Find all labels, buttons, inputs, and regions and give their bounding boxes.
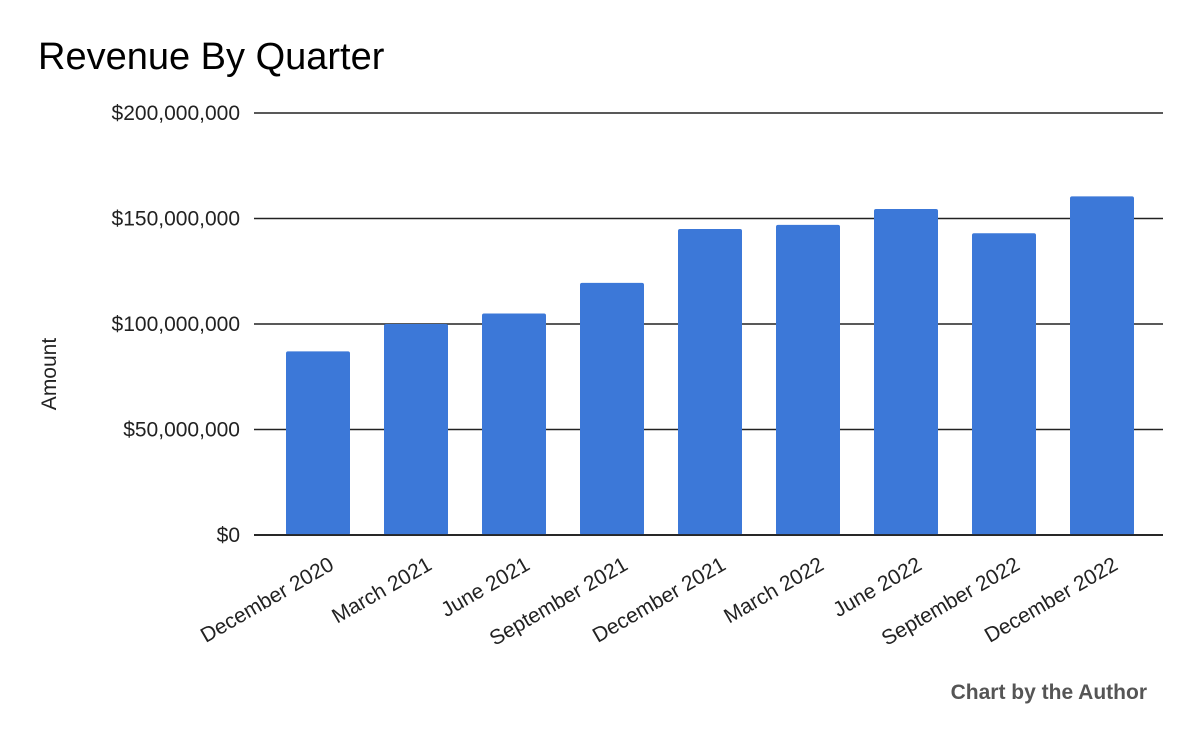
bar: [286, 351, 350, 535]
x-tick-label: March 2022: [720, 553, 828, 628]
bar: [580, 282, 644, 535]
y-tick-label: $100,000,000: [112, 313, 240, 336]
bar: [384, 324, 448, 535]
bar: [678, 229, 742, 536]
bar: [874, 209, 938, 535]
y-axis-label: Amount: [38, 338, 61, 411]
y-tick-label: $150,000,000: [112, 208, 240, 231]
chart-credit: Chart by the Author: [951, 681, 1147, 704]
bar: [972, 233, 1036, 535]
y-tick-label: $50,000,000: [123, 419, 240, 442]
bar: [1070, 196, 1134, 535]
x-tick-label: March 2021: [328, 553, 436, 628]
y-tick-label: $200,000,000: [112, 102, 240, 125]
chart-title: Revenue By Quarter: [38, 36, 385, 78]
bar: [482, 313, 546, 535]
bars: [254, 196, 1163, 536]
y-tick-label: $0: [217, 524, 240, 547]
x-tick-label: December 2020: [197, 553, 338, 648]
bar: [776, 224, 840, 535]
y-axis-ticks: $0 $50,000,000 $100,000,000 $150,000,000 $20…: [112, 102, 240, 547]
